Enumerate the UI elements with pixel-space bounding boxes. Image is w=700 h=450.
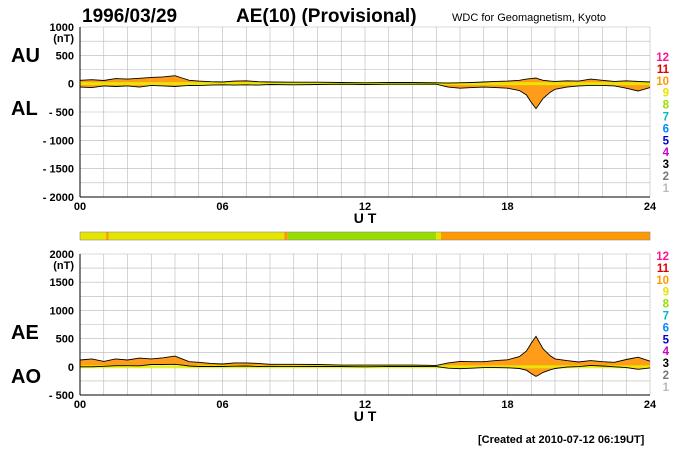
y-tick-label: 0 [68,79,74,91]
unit-label: (nT) [53,33,74,45]
level-8-label: 8 [663,299,670,311]
x-tick-label: 00 [74,201,86,213]
x-tick-label: 18 [501,399,513,411]
grid [79,26,651,198]
activity-segment [441,232,650,240]
x-tick-label: 00 [74,399,86,411]
activity-segment [108,232,285,240]
x-tick-label: 06 [216,201,228,213]
series-line-ao [80,363,651,377]
x-tick-label: 12 [359,399,371,411]
level-4-label: 4 [663,346,670,358]
x-tick-label: 24 [644,201,657,213]
y-tick-label: 500 [56,334,74,346]
x-tick-label: 06 [216,399,228,411]
activity-level-bar [79,231,651,241]
x-tick-label: 18 [501,201,513,213]
series-label-ao: AO [11,366,41,388]
level-6-label: 6 [663,322,669,334]
level-8-label: 8 [663,100,670,112]
series-line-ae [79,335,651,366]
level-2-label: 2 [663,370,669,382]
x-axis-title: U T [354,210,377,226]
series-label-al: AL [11,98,38,120]
y-tick-label: - 1500 [43,164,74,176]
date-label: 1996/03/29 [82,6,177,27]
panel-au-al: 1000 500 0 - 500 - 1000 - 1500 - 2000 (nT) 00 06 1… [11,22,670,226]
activity-segment [287,232,437,240]
level-1-label: 1 [663,183,670,195]
activity-segment [106,232,109,240]
x-axis-title: U T [354,408,377,424]
y-tick-label: 0 [68,362,74,374]
level-2-label: 2 [663,171,669,183]
x-tick-label: 12 [359,201,371,213]
activity-segment [436,232,441,240]
level-11-label: 11 [657,263,670,275]
level-3-label: 3 [663,358,669,370]
level-4-label: 4 [663,147,670,159]
activity-segment [80,232,107,240]
level-5-label: 5 [663,135,670,147]
zero-band [80,82,650,86]
series-label-au: AU [11,45,40,67]
level-9-label: 9 [663,287,669,299]
series-line-al [79,83,651,110]
y-tick-label: - 2000 [43,192,74,204]
y-tick-label: 500 [56,50,74,62]
level-6-label: 6 [663,123,669,135]
grid [79,253,651,396]
unit-label: (nT) [53,260,74,272]
y-tick-label: 1000 [50,22,74,34]
activity-bar-frame [79,231,651,241]
source-label: WDC for Geomagnetism, Kyoto [452,12,606,24]
series-line-au [79,75,651,84]
y-tick-label: 1500 [50,277,74,289]
y-tick-label: - 500 [49,390,74,402]
level-10-label: 10 [656,76,669,88]
level-12-label: 12 [656,251,669,263]
level-1-label: 1 [663,382,670,394]
y-tick-label: 2000 [50,249,74,261]
level-10-label: 10 [656,275,669,287]
y-tick-label: - 500 [49,107,74,119]
level-7-label: 7 [663,112,669,124]
level-5-label: 5 [663,334,670,346]
y-tick-label: 1000 [50,305,74,317]
activity-segment [284,232,288,240]
level-12-label: 12 [656,52,669,64]
series-label-ae: AE [11,322,39,344]
level-3-label: 3 [663,159,669,171]
level-7-label: 7 [663,311,669,323]
level-9-label: 9 [663,88,669,100]
level-11-label: 11 [657,64,670,76]
x-tick-label: 24 [644,399,657,411]
creation-timestamp: [Created at 2010-07-12 06:19UT] [478,434,645,446]
y-tick-label: - 1000 [43,135,74,147]
chart-title: AE(10) (Provisional) [236,6,417,27]
